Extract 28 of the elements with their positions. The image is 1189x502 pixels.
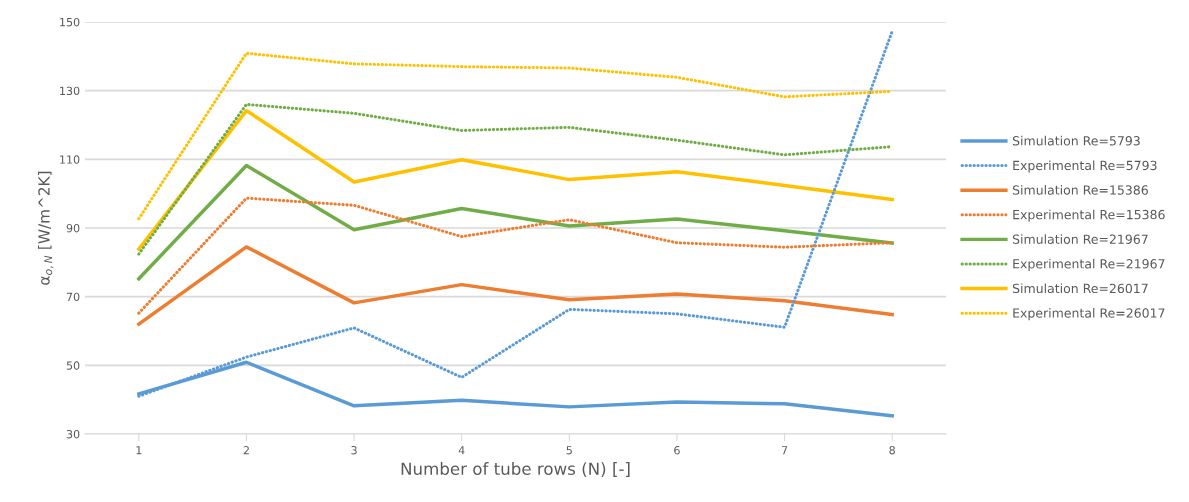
legend-label: Experimental Re=5793 [1013, 160, 1157, 173]
y-tick-label: 110 [60, 155, 80, 164]
legend-label: Experimental Re=21967 [1013, 258, 1165, 271]
y-tick-label: 150 [60, 17, 80, 27]
legend-label: Simulation Re=26017 [1012, 283, 1148, 294]
x-tick-label: 5 [566, 446, 572, 455]
x-tick-label: 7 [781, 446, 788, 455]
x-tick-label: 8 [889, 446, 895, 455]
y-tick-label: 90 [66, 223, 80, 233]
y-tick-label: 130 [60, 86, 80, 96]
y-axis-title: α$_{o,N}$ [W/m^2K] [37, 171, 54, 285]
legend-label: Experimental Re=26017 [1013, 308, 1165, 321]
legend-label: Simulation Re=15386 [1012, 185, 1148, 195]
y-tick-label: 70 [66, 292, 80, 302]
x-tick-label: 2 [243, 446, 249, 455]
legend-label: Experimental Re=15386 [1013, 209, 1165, 222]
legend-label: Simulation Re=5793 [1012, 135, 1140, 146]
x-tick-label: 6 [674, 446, 680, 455]
line-series [137, 163, 894, 281]
y-tick-label: 30 [66, 429, 80, 439]
legend-label: Simulation Re=21967 [1012, 234, 1148, 244]
x-tick-label: 3 [351, 446, 357, 455]
line-series [137, 245, 894, 326]
y-tick-label: 50 [66, 361, 80, 370]
x-tick-label: 4 [458, 446, 465, 455]
x-axis-title: Number of tube rows (N) [-] [401, 462, 630, 477]
line-series [137, 196, 894, 315]
x-tick-label: 1 [136, 446, 142, 455]
